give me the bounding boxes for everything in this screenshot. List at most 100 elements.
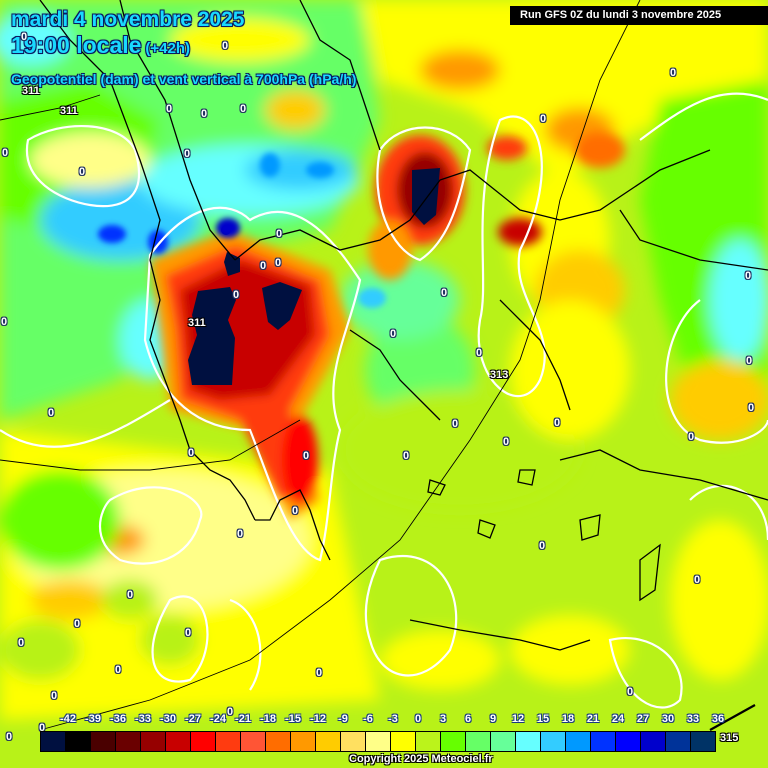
legend-swatch: [116, 732, 141, 751]
legend-swatch: [591, 732, 616, 751]
zero-label: 0: [502, 436, 510, 448]
zero-label: 0: [745, 355, 753, 367]
zero-label: 0: [221, 40, 229, 52]
legend-swatch: [216, 732, 241, 751]
zero-label: 0: [114, 664, 122, 676]
isoline-label: 311: [60, 105, 78, 117]
legend-swatch: [166, 732, 191, 751]
coastlines-borders: [39, 0, 768, 651]
legend-tick: -24: [210, 713, 226, 725]
geopotential-isolines: [0, 0, 756, 731]
legend-tick: -3: [388, 713, 398, 725]
forecast-local-time: 19:00 locale: [11, 32, 142, 58]
zero-label: 0: [165, 103, 173, 115]
isoline-value-label: 315: [720, 732, 739, 744]
zero-label: 0: [232, 289, 240, 301]
vertical-velocity-field: [0, 0, 768, 720]
zero-label: 0: [451, 418, 459, 430]
legend-swatch: [66, 732, 91, 751]
zero-label: 0: [73, 618, 81, 630]
legend-tick: -36: [110, 713, 126, 725]
legend-tick: -18: [260, 713, 276, 725]
zero-label: 0: [200, 108, 208, 120]
legend-swatch: [691, 732, 715, 751]
legend-swatch: [391, 732, 416, 751]
legend-tick: -15: [285, 713, 301, 725]
zero-label: 0: [538, 540, 546, 552]
zero-label: 0: [440, 287, 448, 299]
zero-label: 0: [1, 147, 9, 159]
legend-swatch: [566, 732, 591, 751]
zero-label: 0: [183, 148, 191, 160]
legend-tick: 0: [414, 713, 422, 725]
isoline-label: 311: [188, 317, 206, 329]
legend-swatch: [641, 732, 666, 751]
legend-swatch: [191, 732, 216, 751]
zero-label: 0: [475, 347, 483, 359]
legend-tick: 3: [439, 713, 447, 725]
zero-label: 0: [259, 260, 267, 272]
parameter-title: Geopotentiel (dam) et vent vertical à 70…: [11, 71, 357, 87]
legend-tick: -12: [310, 713, 326, 725]
legend-tick: 15: [536, 713, 550, 725]
legend-swatch: [41, 732, 66, 751]
zero-label: 0: [747, 402, 755, 414]
zero-label: 0: [17, 637, 25, 649]
legend-tick: 27: [636, 713, 650, 725]
zero-label: 0: [226, 706, 234, 718]
legend-swatch: [616, 732, 641, 751]
legend-swatch: [241, 732, 266, 751]
isoline-label: 313: [490, 369, 509, 381]
legend-tick: 6: [464, 713, 472, 725]
zero-label: 0: [693, 574, 701, 586]
isoline-label: 311: [22, 85, 40, 97]
zero-label: 0: [389, 328, 397, 340]
zero-label: 0: [553, 417, 561, 429]
legend-tick: -30: [160, 713, 176, 725]
zero-label: 0: [291, 505, 299, 517]
zero-label: 0: [50, 690, 58, 702]
legend-swatch: [341, 732, 366, 751]
forecast-date: mardi 4 novembre 2025: [11, 8, 245, 31]
zero-label: 0: [239, 103, 247, 115]
legend-swatch: [541, 732, 566, 751]
zero-label: 0: [38, 722, 46, 734]
zero-label: 0: [275, 228, 283, 240]
zero-label: 0: [402, 450, 410, 462]
color-scale-legend: [40, 731, 716, 752]
legend-swatch: [491, 732, 516, 751]
legend-tick: -39: [85, 713, 101, 725]
legend-tick: 9: [489, 713, 497, 725]
legend-tick: -21: [235, 713, 251, 725]
legend-swatch: [666, 732, 691, 751]
legend-tick: -9: [338, 713, 348, 725]
zero-label: 0: [236, 528, 244, 540]
zero-label: 0: [187, 447, 195, 459]
legend-swatch: [441, 732, 466, 751]
run-info-badge: Run GFS 0Z du lundi 3 novembre 2025: [510, 6, 768, 25]
zero-contours: [0, 92, 768, 709]
zero-label: 0: [5, 731, 13, 743]
legend-swatch: [516, 732, 541, 751]
legend-swatch: [266, 732, 291, 751]
legend-tick: 36: [711, 713, 725, 725]
zero-label: 0: [687, 431, 695, 443]
zero-label: 0: [539, 113, 547, 125]
lead-time: (+42h): [145, 40, 191, 57]
legend-tick: -27: [185, 713, 201, 725]
legend-tick: 12: [511, 713, 525, 725]
zero-label: 0: [20, 31, 28, 43]
zero-label: 0: [184, 627, 192, 639]
legend-tick: 30: [661, 713, 675, 725]
legend-swatch: [141, 732, 166, 751]
legend-tick: -33: [135, 713, 151, 725]
legend-swatch: [416, 732, 441, 751]
zero-label: 0: [47, 407, 55, 419]
legend-swatch: [316, 732, 341, 751]
zero-label: 0: [744, 270, 752, 282]
zero-label: 0: [315, 667, 323, 679]
legend-tick: 24: [611, 713, 625, 725]
forecast-time: 19:00 locale (+42h): [11, 32, 190, 59]
legend-swatch: [291, 732, 316, 751]
